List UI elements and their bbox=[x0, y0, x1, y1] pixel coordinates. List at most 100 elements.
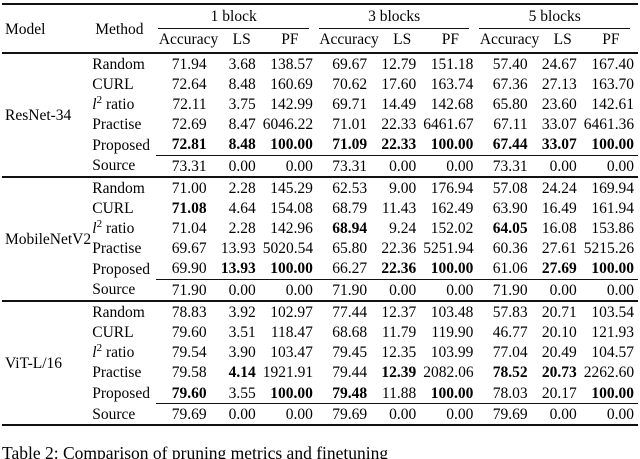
value-cell: 4.14 bbox=[228, 364, 256, 382]
value-cell: 22.33 bbox=[381, 136, 417, 154]
value-cell: 11.88 bbox=[381, 384, 417, 402]
value-cell: 69.90 bbox=[171, 260, 207, 278]
header-model: Model bbox=[2, 4, 93, 54]
value-cell: 4.64 bbox=[228, 199, 256, 217]
value-cell: 27.69 bbox=[541, 260, 577, 278]
table-row: Proposed 79.60 3.55 100.00 79.48 11.88 100.00 7… bbox=[2, 383, 638, 404]
header-accuracy-3: Accuracy bbox=[477, 29, 542, 54]
table-row: l2 ratio 72.11 3.75 142.99 69.71 14.49 142.68 6… bbox=[2, 94, 638, 114]
value-cell: 60.36 bbox=[492, 240, 528, 258]
value-cell: 70.62 bbox=[332, 75, 368, 93]
method-name: Practise bbox=[92, 240, 142, 258]
value-cell: 77.04 bbox=[492, 344, 528, 362]
table-row: Proposed 69.90 13.93 100.00 66.27 22.36 100.00… bbox=[2, 259, 638, 280]
method-name: Practise bbox=[92, 364, 142, 382]
value-cell: 79.58 bbox=[171, 364, 207, 382]
table-row: ViT-L/16 Random 78.83 3.92 102.97 77.44 12.37 1… bbox=[2, 301, 638, 372]
value-cell: 118.47 bbox=[270, 324, 313, 342]
method-name: CURL bbox=[92, 199, 134, 217]
header-pf-3: PF bbox=[583, 29, 638, 54]
header-block-label: 5 blocks bbox=[479, 8, 630, 29]
value-cell: 1921.91 bbox=[262, 364, 314, 382]
value-cell: 100.00 bbox=[270, 384, 313, 402]
table-row: CURL 72.64 8.48 160.69 70.62 17.60 163.74 67.36… bbox=[2, 74, 638, 94]
value-cell: 69.67 bbox=[171, 240, 207, 258]
value-cell: 0.00 bbox=[220, 279, 263, 302]
value-cell: 72.64 bbox=[171, 75, 207, 93]
value-cell: 5251.94 bbox=[423, 240, 474, 258]
value-cell: 104.57 bbox=[591, 344, 634, 362]
value-cell: 142.61 bbox=[591, 95, 634, 113]
header-block-2: 3 blocks bbox=[317, 4, 478, 29]
value-cell: 20.71 bbox=[541, 303, 577, 321]
table-header: Model Method 1 block 3 blocks 5 blocks Accura… bbox=[2, 4, 638, 54]
value-cell: 12.35 bbox=[381, 344, 417, 362]
value-cell: 169.94 bbox=[591, 179, 634, 197]
value-cell: 33.07 bbox=[541, 136, 577, 154]
value-cell: 0.00 bbox=[541, 154, 584, 178]
value-cell: 8.48 bbox=[228, 75, 256, 93]
value-cell: 12.79 bbox=[381, 55, 417, 73]
header-method: Method bbox=[92, 4, 157, 54]
value-cell: 2262.60 bbox=[583, 364, 635, 382]
value-cell: 0.00 bbox=[220, 403, 263, 426]
value-cell: 0.00 bbox=[381, 154, 424, 178]
model-name: ResNet-34 bbox=[5, 106, 72, 124]
value-cell: 14.49 bbox=[381, 95, 417, 113]
value-cell: 71.90 bbox=[156, 279, 221, 302]
value-cell: 20.10 bbox=[541, 324, 577, 342]
value-cell: 71.04 bbox=[171, 220, 207, 238]
header-block-3: 5 blocks bbox=[477, 4, 638, 29]
method-name: l2 ratio bbox=[92, 218, 135, 238]
method-name: Proposed bbox=[92, 384, 150, 402]
value-cell: 163.74 bbox=[430, 75, 474, 93]
value-cell: 79.54 bbox=[171, 344, 207, 362]
table-row: Source 79.69 0.00 0.00 79.69 0.00 0.00 79.69 0.0… bbox=[2, 403, 638, 426]
value-cell: 5020.54 bbox=[262, 240, 314, 258]
value-cell: 69.67 bbox=[332, 55, 368, 73]
value-cell: 33.07 bbox=[541, 116, 577, 134]
value-cell: 27.61 bbox=[541, 240, 577, 258]
caption-label: Table 2: bbox=[2, 443, 59, 459]
value-cell: 3.92 bbox=[228, 303, 256, 321]
value-cell: 100.00 bbox=[591, 136, 634, 154]
value-cell: 24.24 bbox=[541, 179, 577, 197]
value-cell: 2082.06 bbox=[423, 364, 474, 382]
value-cell: 68.68 bbox=[332, 324, 368, 342]
model-name: ViT-L/16 bbox=[5, 354, 63, 372]
value-cell: 20.73 bbox=[541, 364, 577, 382]
value-cell: 100.00 bbox=[270, 260, 313, 278]
model-name: MobileNetV2 bbox=[5, 230, 92, 248]
table-row: Practise 72.69 8.47 6046.22 71.01 22.33 6461.6… bbox=[2, 115, 638, 135]
value-cell: 6461.67 bbox=[423, 116, 474, 134]
results-table: Model Method 1 block 3 blocks 5 blocks Accura… bbox=[2, 3, 638, 426]
value-cell: 3.90 bbox=[228, 344, 256, 362]
value-cell: 71.09 bbox=[332, 136, 368, 154]
value-cell: 13.93 bbox=[220, 260, 256, 278]
value-cell: 67.44 bbox=[492, 136, 528, 154]
value-cell: 0.00 bbox=[541, 279, 584, 302]
value-cell: 64.05 bbox=[492, 220, 528, 238]
value-cell: 79.48 bbox=[332, 384, 368, 402]
value-cell: 100.00 bbox=[430, 384, 474, 402]
value-cell: 9.24 bbox=[389, 220, 417, 238]
value-cell: 79.69 bbox=[477, 403, 542, 426]
header-ls-2: LS bbox=[381, 29, 424, 54]
value-cell: 17.60 bbox=[381, 75, 417, 93]
header-block-1: 1 block bbox=[156, 4, 316, 29]
value-cell: 79.60 bbox=[171, 324, 207, 342]
value-cell: 16.08 bbox=[541, 220, 577, 238]
value-cell: 69.71 bbox=[332, 95, 368, 113]
value-cell: 11.43 bbox=[381, 199, 417, 217]
table-row: Source 73.31 0.00 0.00 73.31 0.00 0.00 73.31 0.0… bbox=[2, 154, 638, 178]
value-cell: 0.00 bbox=[220, 154, 263, 178]
value-cell: 73.31 bbox=[156, 154, 221, 178]
value-cell: 57.83 bbox=[492, 303, 528, 321]
value-cell: 142.99 bbox=[270, 95, 313, 113]
table-row: CURL 79.60 3.51 118.47 68.68 11.79 119.90 46.77… bbox=[2, 322, 638, 342]
value-cell: 79.69 bbox=[316, 403, 382, 426]
value-cell: 162.49 bbox=[430, 199, 474, 217]
value-cell: 68.94 bbox=[332, 220, 368, 238]
value-cell: 100.00 bbox=[430, 136, 474, 154]
